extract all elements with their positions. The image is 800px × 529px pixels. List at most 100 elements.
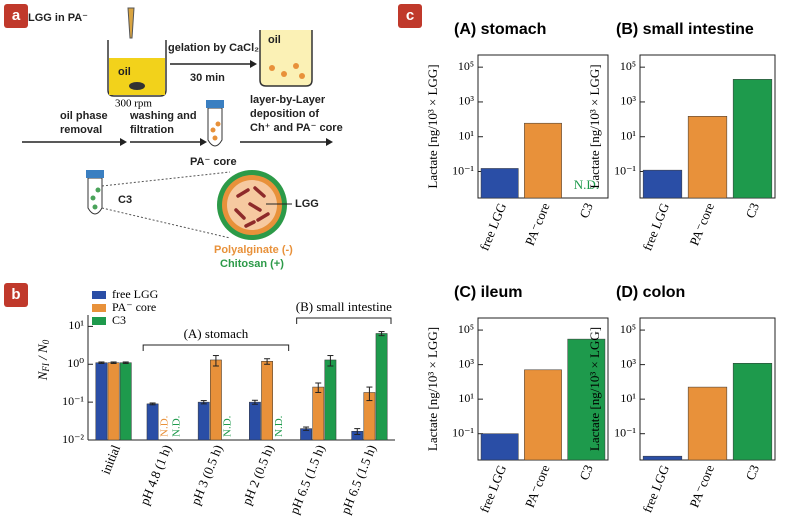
x-tick-label: free LGG — [639, 463, 672, 515]
chart-title: (C) ileum — [454, 284, 522, 301]
bead — [293, 63, 299, 69]
x-tick-label: initial — [98, 442, 123, 476]
diagram-label: 300 rpm — [115, 98, 152, 110]
value-label: N.D. — [273, 415, 285, 437]
y-axis-label: Lactate [ng/10³ × LGG] — [587, 64, 602, 188]
diagram-label: deposition of — [250, 108, 319, 120]
legend-swatch — [92, 291, 106, 299]
bar — [480, 433, 519, 461]
diagram-label: Chitosan (+) — [220, 258, 284, 270]
bar — [210, 359, 222, 441]
y-axis-label: NFI / N0 — [35, 339, 51, 381]
tube-cap — [206, 100, 224, 108]
diagram: LGG in PA⁻ oil 300 rpm gelation by CaCl₂… — [22, 7, 343, 270]
bar — [642, 169, 683, 199]
y-tick-label: 10⁻¹ — [62, 394, 84, 408]
x-tick-label: pH 6.5 (1.5 h) — [286, 443, 327, 517]
bar — [524, 122, 562, 199]
group-label: (B) small intestine — [296, 299, 392, 314]
y-tick-label: 10⁻¹ — [452, 425, 474, 439]
y-tick-label: 10⁵ — [620, 322, 636, 336]
y-tick-label: 10¹ — [458, 128, 474, 142]
bead — [92, 204, 98, 210]
bacteria — [234, 186, 270, 228]
chart-title: (A) stomach — [454, 21, 546, 38]
bead — [210, 127, 216, 133]
panel-badge — [398, 4, 422, 28]
bar — [312, 386, 325, 441]
y-tick-label: 10³ — [458, 94, 474, 108]
diagram-label: washing and — [129, 110, 197, 122]
x-tick-label: pH 4.8 (1 h) — [137, 443, 175, 508]
x-tick-label: PA⁻core — [686, 200, 717, 247]
bar — [261, 361, 273, 441]
y-tick-label: 10⁵ — [458, 322, 474, 336]
panel-label: a — [12, 7, 21, 24]
diagram-label: PA⁻ core — [190, 156, 237, 168]
pipette — [127, 7, 135, 39]
y-axis-label: Lactate [ng/10³ × LGG] — [425, 64, 440, 188]
y-tick-label: 10¹ — [620, 128, 636, 142]
x-tick-label: free LGG — [477, 201, 510, 253]
arrow-head — [250, 60, 257, 68]
bar — [732, 79, 773, 199]
bar — [375, 333, 388, 441]
diagram-label: Ch⁺ and PA⁻ core — [250, 122, 343, 134]
legend-label: free LGG — [112, 287, 159, 301]
y-tick-label: 10⁵ — [620, 59, 636, 73]
bar — [687, 116, 728, 199]
zoom-line — [101, 207, 231, 239]
bar — [197, 401, 210, 441]
y-tick-label: 10³ — [620, 356, 636, 370]
x-tick-label: PA⁻core — [522, 200, 553, 247]
x-tick-label: C3 — [742, 201, 762, 221]
panel-label: c — [406, 7, 414, 24]
bar — [146, 403, 159, 441]
legend-label: PA⁻ core — [112, 300, 156, 314]
y-tick-label: 10¹ — [68, 318, 84, 332]
y-axis-label: Lactate [ng/10³ × LGG] — [587, 327, 602, 451]
y-label-part: FI — [41, 362, 51, 372]
x-tick-label: pH 2 (0.5 h) — [239, 443, 277, 508]
diagram-label: LGG — [295, 198, 319, 210]
y-tick-label: 10³ — [620, 94, 636, 108]
legend-swatch — [92, 317, 106, 325]
x-tick-label: free LGG — [477, 463, 510, 515]
diagram-label: LGG in PA⁻ — [28, 12, 88, 24]
legend-swatch — [92, 304, 106, 312]
y-tick-label: 10⁻¹ — [452, 163, 474, 177]
group-bracket — [142, 344, 290, 351]
bead — [95, 187, 101, 193]
arrow-head — [200, 138, 207, 146]
bar — [480, 168, 519, 199]
chart-title: (B) small intestine — [616, 21, 754, 38]
bead — [299, 73, 305, 79]
bar — [324, 359, 337, 441]
bar — [732, 362, 773, 461]
diagram-label: removal — [60, 124, 102, 136]
bar — [119, 362, 132, 441]
value-label: N.D. — [158, 415, 170, 437]
y-tick-label: 10¹ — [458, 391, 474, 405]
y-tick-label: 10⁵ — [458, 59, 474, 73]
tube-cap — [86, 170, 104, 178]
bar — [567, 338, 606, 461]
y-tick-label: 10⁻¹ — [614, 425, 636, 439]
bar — [95, 362, 108, 441]
bead — [212, 135, 218, 141]
bar — [642, 455, 683, 461]
beaker — [107, 40, 167, 97]
bead — [281, 71, 287, 77]
panel-label: b — [11, 286, 20, 303]
diagram-label: layer-by-Layer — [250, 94, 326, 106]
diagram-label: gelation by CaCl₂ — [168, 42, 259, 54]
y-label-part: 0 — [41, 339, 51, 344]
bead — [90, 195, 96, 201]
diagram-label: oil — [268, 34, 281, 46]
chart-title: (D) colon — [616, 284, 685, 301]
x-tick-label: pH 3 (0.5 h) — [188, 443, 226, 508]
y-tick-label: 10⁻¹ — [614, 163, 636, 177]
bar — [107, 362, 120, 441]
